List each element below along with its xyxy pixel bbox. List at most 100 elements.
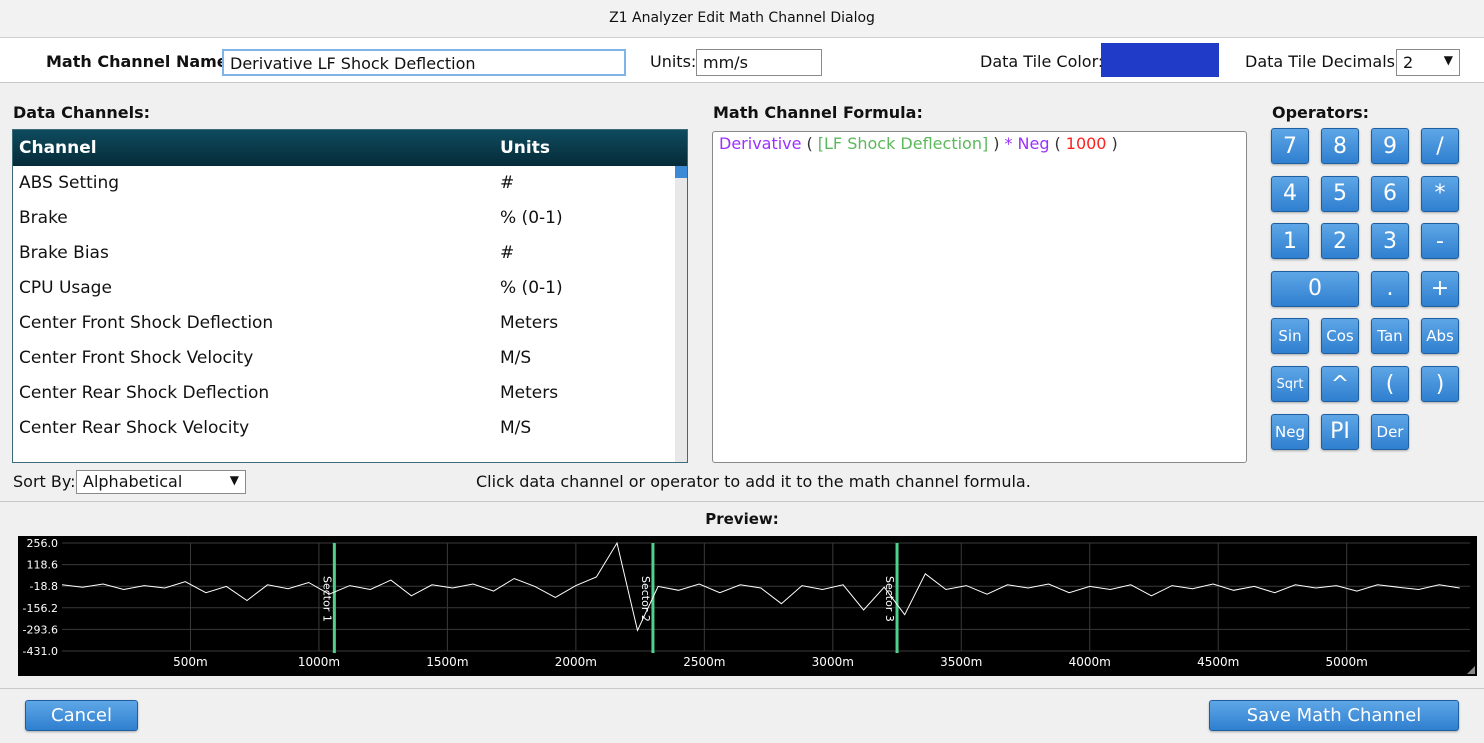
operator-button[interactable]: Neg bbox=[1271, 413, 1309, 450]
plot-background bbox=[18, 536, 1477, 676]
channel-units: % (0-1) bbox=[500, 208, 563, 228]
channel-units: M/S bbox=[500, 418, 532, 438]
x-tick-label: 5000m bbox=[1326, 655, 1368, 669]
operator-button[interactable]: Tan bbox=[1371, 318, 1409, 355]
color-label: Data Tile Color: bbox=[980, 52, 1104, 71]
title-bar: Z1 Analyzer Edit Math Channel Dialog bbox=[0, 0, 1484, 38]
units-label: Units: bbox=[650, 52, 697, 71]
y-tick-label: 118.6 bbox=[27, 559, 59, 572]
sector-label: Sector 3 bbox=[883, 576, 896, 622]
operator-button[interactable]: ^ bbox=[1321, 366, 1359, 402]
channel-name: Center Front Shock Velocity bbox=[19, 348, 254, 368]
units-input[interactable]: mm/s bbox=[696, 49, 822, 76]
formula-box[interactable]: Derivative([LF Shock Deflection]) * Neg(1… bbox=[712, 131, 1247, 463]
name-label: Math Channel Name: bbox=[46, 52, 235, 71]
scrollbar[interactable] bbox=[675, 166, 687, 462]
channel-row[interactable]: Center Rear Shock Velocity M/S bbox=[13, 411, 673, 446]
column-header: Units bbox=[500, 138, 550, 158]
sort-select[interactable]: Alphabetical ▼ bbox=[76, 470, 246, 494]
formula-token: ) bbox=[1111, 134, 1118, 153]
channel-row[interactable]: ABS Setting # bbox=[13, 166, 673, 201]
operator-button[interactable]: 2 bbox=[1321, 223, 1359, 260]
operator-button[interactable]: - bbox=[1421, 223, 1459, 260]
table-header: Channel Units bbox=[13, 130, 687, 166]
operator-button[interactable]: Abs bbox=[1421, 318, 1459, 355]
formula-token: ( bbox=[806, 134, 813, 153]
channel-row[interactable]: CPU Usage % (0-1) bbox=[13, 271, 673, 306]
operator-button[interactable]: / bbox=[1421, 128, 1459, 164]
x-tick-label: 1500m bbox=[426, 655, 468, 669]
channel-units: Meters bbox=[500, 313, 559, 333]
hint: Click data channel or operator to add it… bbox=[476, 472, 1031, 491]
operator-button[interactable]: Sqrt bbox=[1271, 366, 1309, 402]
preview-chart: 256.0 118.6 -18.8 -156.2 -293.6 -431.0 500m 100… bbox=[18, 536, 1477, 676]
operator-button[interactable]: 5 bbox=[1321, 175, 1359, 212]
channel-name: CPU Usage bbox=[19, 278, 112, 298]
channel-name: Center Front Shock Deflection bbox=[19, 313, 274, 333]
channel-name: ABS Setting bbox=[19, 173, 120, 193]
channel-row[interactable]: Center Rear Shock Deflection Meters bbox=[13, 376, 673, 411]
channel-row[interactable]: Brake Bias # bbox=[13, 236, 673, 271]
formula-token: * Neg bbox=[1004, 134, 1050, 153]
channel-units: M/S bbox=[500, 348, 532, 368]
channel-row[interactable]: Brake % (0-1) bbox=[13, 201, 673, 236]
column-header: Channel bbox=[19, 138, 97, 158]
channel-units: # bbox=[500, 173, 515, 193]
x-tick-label: 500m bbox=[173, 655, 208, 669]
operator-button[interactable]: 7 bbox=[1271, 128, 1309, 164]
channel-name: Center Rear Shock Deflection bbox=[19, 383, 270, 403]
operator-button[interactable]: 0 bbox=[1271, 270, 1359, 307]
operator-button[interactable]: 6 bbox=[1371, 175, 1409, 212]
channel-name: Brake bbox=[19, 208, 68, 228]
channels-label: Data Channels: bbox=[13, 103, 151, 122]
channel-units: Meters bbox=[500, 383, 559, 403]
x-tick-label: 3500m bbox=[940, 655, 982, 669]
x-tick-label: 4500m bbox=[1197, 655, 1239, 669]
operator-button[interactable]: * bbox=[1421, 175, 1459, 212]
window-title: Z1 Analyzer Edit Math Channel Dialog bbox=[609, 10, 875, 26]
operator-button[interactable]: Cos bbox=[1321, 318, 1359, 355]
cancel-button[interactable]: Cancel bbox=[25, 700, 138, 731]
operator-button[interactable]: Der bbox=[1371, 413, 1409, 450]
y-tick-label: -156.2 bbox=[23, 602, 58, 615]
save-button[interactable]: Save Math Channel bbox=[1209, 700, 1459, 731]
resize-grip bbox=[1467, 666, 1475, 674]
operator-button[interactable]: 8 bbox=[1321, 128, 1359, 164]
data-line bbox=[61, 541, 1460, 632]
channel-name: Brake Bias bbox=[19, 243, 109, 263]
channel-units: # bbox=[500, 243, 515, 263]
operator-button[interactable]: ( bbox=[1371, 366, 1409, 402]
sort-value: Alphabetical bbox=[83, 472, 183, 491]
sector-label: Sector 1 bbox=[320, 576, 333, 622]
decimals-label: Data Tile Decimals: bbox=[1245, 52, 1401, 71]
decimals-value: 2 bbox=[1403, 53, 1414, 72]
formula-token: ) bbox=[993, 134, 1000, 153]
operator-button[interactable]: PI bbox=[1321, 413, 1359, 450]
channel-name: Center Rear Shock Velocity bbox=[19, 418, 250, 438]
operators-label: Operators: bbox=[1272, 103, 1370, 122]
formula-token: ( bbox=[1054, 134, 1061, 153]
decimals-select[interactable]: 2 ▼ bbox=[1396, 49, 1460, 76]
y-tick-label: -293.6 bbox=[23, 623, 58, 636]
x-tick-label: 2500m bbox=[683, 655, 725, 669]
channel-row[interactable]: Center Front Shock Deflection Meters bbox=[13, 306, 673, 341]
name-input[interactable]: Derivative LF Shock Deflection bbox=[222, 49, 626, 76]
channel-table: Channel Units ABS Setting # Brake% (0-1) Br… bbox=[12, 129, 688, 463]
x-tick-label: 2000m bbox=[555, 655, 597, 669]
operator-button[interactable]: + bbox=[1421, 270, 1459, 307]
operator-button[interactable]: . bbox=[1371, 270, 1409, 307]
channel-units: % (0-1) bbox=[500, 278, 563, 298]
y-tick-label: -431.0 bbox=[23, 645, 58, 658]
operator-button[interactable]: 3 bbox=[1371, 223, 1409, 260]
sort-label: Sort By: bbox=[13, 472, 76, 491]
operator-button[interactable]: ) bbox=[1421, 366, 1459, 402]
operator-button[interactable]: 4 bbox=[1271, 175, 1309, 212]
operator-button[interactable]: 1 bbox=[1271, 223, 1309, 260]
formula-token: [LF Shock Deflection] bbox=[817, 134, 989, 153]
color-swatch[interactable] bbox=[1101, 43, 1219, 77]
operator-button[interactable]: Sin bbox=[1271, 318, 1309, 355]
operator-button[interactable]: 9 bbox=[1371, 128, 1409, 164]
channel-row[interactable]: Center Front Shock Velocity M/S bbox=[13, 341, 673, 376]
formula-label: Math Channel Formula: bbox=[713, 103, 923, 122]
